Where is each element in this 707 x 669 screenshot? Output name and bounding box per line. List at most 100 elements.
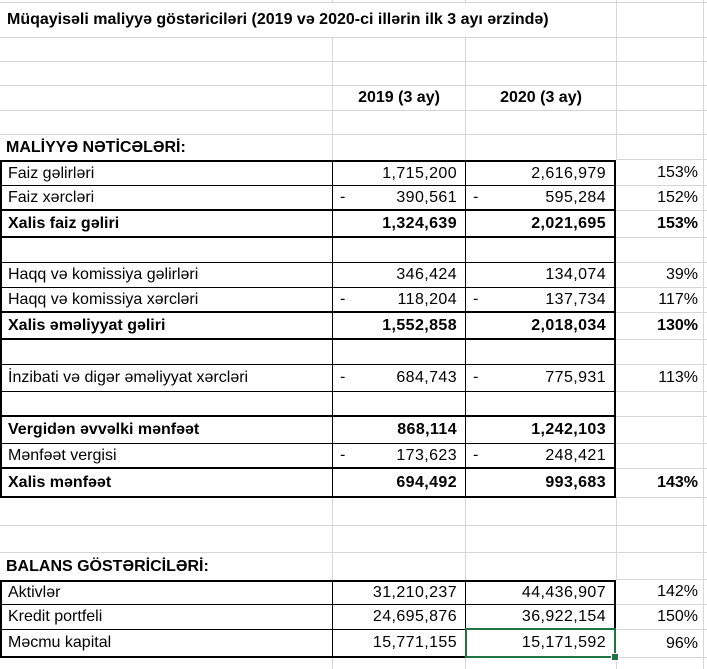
cell-inzibati-pct[interactable]: 113% [616,365,703,392]
cell-xalis-menfeet-e[interactable] [703,469,707,498]
cell-haqq-xercleri-label[interactable]: Haqq və komissiya xərcləri [0,288,332,313]
cell-te3-a[interactable] [0,392,332,417]
cell-menfeet-vergisi-pct[interactable] [616,444,703,469]
cell-e3-e[interactable] [703,111,707,135]
cell-faiz-xercleri-label[interactable]: Faiz xərcləri [0,186,332,211]
cell-head-2020[interactable]: 2020 (3 ay) [465,86,616,111]
cell-kredit-2019[interactable]: 24,695,876 [332,605,465,630]
cell-haqq-gelirleri-2020[interactable]: 134,074 [465,263,616,288]
cell-sb-e[interactable] [703,553,707,580]
cell-vergiden-e[interactable] [703,417,707,444]
cell-sf-e[interactable] [703,135,707,160]
cell-section-finance[interactable]: MALİYYƏ NƏTİCƏLƏRİ: [0,135,332,160]
cell-head-2019[interactable]: 2019 (3 ay) [332,86,465,111]
cell-sb-c[interactable] [465,553,616,580]
cell-haqq-xercleri-e[interactable] [703,288,707,313]
cell-faiz-xercleri-e[interactable] [703,186,707,211]
cell-e3-b[interactable] [332,111,465,135]
cell-haqq-xercleri-pct[interactable]: 117% [616,288,703,313]
cell-bs-c[interactable] [465,658,616,669]
cell-title[interactable]: Müqayisəli maliyyə göstəriciləri (2019 v… [0,3,549,38]
cell-kredit-label[interactable]: Kredit portfeli [0,605,332,630]
cell-e5-d[interactable] [616,526,703,553]
cell-vergiden-pct[interactable] [616,417,703,444]
cell-e5-e[interactable] [703,526,707,553]
cell-sf-c[interactable] [465,135,616,160]
cell-te2-c[interactable] [465,340,616,365]
cell-xalis-faiz-2019[interactable]: 1,324,639 [332,211,465,238]
cell-bs-b[interactable] [332,658,465,669]
cell-sb-d[interactable] [616,553,703,580]
cell-xalis-faiz-e[interactable] [703,211,707,238]
cell-bs-e[interactable] [703,658,707,669]
cell-te3-d[interactable] [616,392,703,417]
cell-te3-e[interactable] [703,392,707,417]
cell-sb-b[interactable] [332,553,465,580]
cell-haqq-gelirleri-2019[interactable]: 346,424 [332,263,465,288]
cell-te3-c[interactable] [465,392,616,417]
cell-te2-b[interactable] [332,340,465,365]
cell-sliver-d[interactable] [616,0,703,3]
cell-e1-a[interactable] [0,38,332,62]
cell-aktivler-2019[interactable]: 31,210,237 [332,580,465,605]
cell-vergiden-2019[interactable]: 868,114 [332,417,465,444]
cell-e3-c[interactable] [465,111,616,135]
cell-haqq-gelirleri-label[interactable]: Haqq və komissiya gəlirləri [0,263,332,288]
cell-faiz-xercleri-2020[interactable]: - 595,284 [465,186,616,211]
cell-faiz-gelirleri-2019[interactable]: 1,715,200 [332,160,465,186]
cell-te1-e[interactable] [703,238,707,263]
cell-xalis-faiz-label[interactable]: Xalis faiz gəliri [0,211,332,238]
cell-title-b[interactable] [332,3,465,38]
cell-head-d[interactable] [616,86,703,111]
cell-faiz-xercleri-2019[interactable]: - 390,561 [332,186,465,211]
cell-aktivler-pct[interactable]: 142% [616,580,703,605]
cell-menfeet-vergisi-label[interactable]: Mənfəət vergisi [0,444,332,469]
cell-e5-a[interactable] [0,526,332,553]
cell-e4-d[interactable] [616,498,703,526]
cell-e5-b[interactable] [332,526,465,553]
cell-xalis-menfeet-label[interactable]: Xalis mənfəət [0,469,332,498]
cell-title-c[interactable] [465,3,616,38]
cell-e1-e[interactable] [703,38,707,62]
cell-bs-d[interactable] [616,658,703,669]
cell-faiz-gelirleri-label[interactable]: Faiz gəlirləri [0,160,332,186]
cell-sf-b[interactable] [332,135,465,160]
cell-vergiden-label[interactable]: Vergidən əvvəlki mənfəət [0,417,332,444]
cell-e4-e[interactable] [703,498,707,526]
cell-te1-b[interactable] [332,238,465,263]
cell-te1-d[interactable] [616,238,703,263]
cell-kredit-2020[interactable]: 36,922,154 [465,605,616,630]
cell-te2-e[interactable] [703,340,707,365]
cell-kredit-e[interactable] [703,605,707,630]
cell-mecmu-e[interactable] [703,630,707,658]
cell-e5-c[interactable] [465,526,616,553]
cell-xalis-faiz-2020[interactable]: 2,021,695 [465,211,616,238]
cell-mecmu-pct[interactable]: 96% [616,630,703,658]
cell-sliver-b[interactable] [332,0,465,3]
cell-inzibati-2019[interactable]: - 684,743 [332,365,465,392]
cell-haqq-xercleri-2020[interactable]: - 137,734 [465,288,616,313]
cell-vergiden-2020[interactable]: 1,242,103 [465,417,616,444]
cell-title-e[interactable] [703,3,707,38]
cell-head-e[interactable] [703,86,707,111]
cell-te3-b[interactable] [332,392,465,417]
cell-e4-c[interactable] [465,498,616,526]
cell-mecmu-label[interactable]: Məcmu kapital [0,630,332,658]
cell-haqq-xercleri-2019[interactable]: - 118,204 [332,288,465,313]
cell-sliver-c[interactable] [465,0,616,3]
cell-e2-c[interactable] [465,62,616,86]
cell-xalis-emeliyyat-2019[interactable]: 1,552,858 [332,313,465,340]
cell-menfeet-vergisi-e[interactable] [703,444,707,469]
cell-te2-d[interactable] [616,340,703,365]
cell-title-d[interactable] [616,3,703,38]
cell-kredit-pct[interactable]: 150% [616,605,703,630]
cell-te1-c[interactable] [465,238,616,263]
cell-haqq-gelirleri-pct[interactable]: 39% [616,263,703,288]
cell-menfeet-vergisi-2019[interactable]: - 173,623 [332,444,465,469]
cell-xalis-menfeet-2019[interactable]: 694,492 [332,469,465,498]
cell-e2-d[interactable] [616,62,703,86]
cell-e2-e[interactable] [703,62,707,86]
cell-e1-d[interactable] [616,38,703,62]
cell-inzibati-2020[interactable]: - 775,931 [465,365,616,392]
cell-faiz-gelirleri-pct[interactable]: 153% [616,160,703,186]
